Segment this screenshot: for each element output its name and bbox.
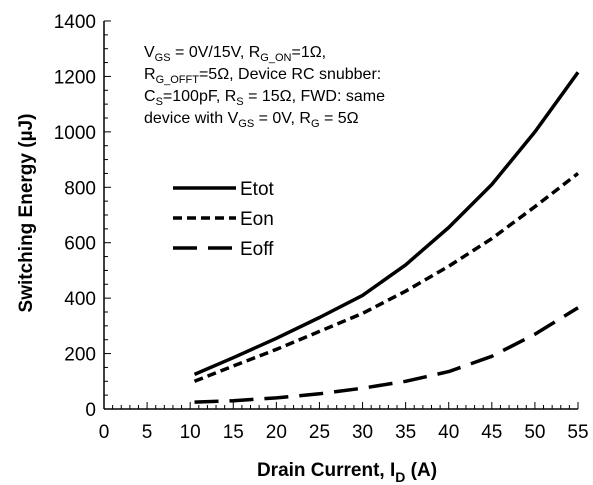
annotation-text: device with V <box>144 110 239 127</box>
annotation-text: R <box>144 66 156 83</box>
series-lines <box>193 71 580 404</box>
x-tick-label: 20 <box>266 422 287 443</box>
y-tick-label: 0 <box>85 400 96 421</box>
x-tick-label: 45 <box>481 422 502 443</box>
legend: Etot Eon Eoff <box>173 179 275 260</box>
series-line-eon <box>193 172 580 383</box>
x-tick-label: 55 <box>567 422 588 443</box>
test-conditions-annotation: VGS = 0V/15V, RG_ON=1Ω, RG_OFFT=5Ω, Devic… <box>144 44 385 130</box>
y-tick-label: 600 <box>64 234 96 255</box>
x-axis-title-main: Drain Current, I <box>257 460 395 481</box>
y-tick-label: 1400 <box>54 12 96 33</box>
annotation-text: =100pF, R <box>163 88 236 105</box>
annotation-subscript: GS <box>238 118 254 130</box>
annotation-text: = 0V, R <box>254 110 311 127</box>
annotation-text: C <box>144 88 156 105</box>
y-tick-label: 200 <box>64 345 96 366</box>
x-tick-label: 35 <box>395 422 416 443</box>
x-axis-title-tail: (A) <box>405 460 437 481</box>
series-line-eoff <box>194 306 579 404</box>
x-tick-label: 10 <box>180 422 201 443</box>
x-tick-label: 40 <box>438 422 459 443</box>
x-axis-ticks: 0 5 10 15 20 25 30 35 40 45 50 55 <box>99 402 589 443</box>
x-tick-label: 15 <box>223 422 244 443</box>
annotation-text: =1Ω, <box>291 44 326 61</box>
annotation-subscript: GS <box>155 52 171 64</box>
legend-label-eoff: Eoff <box>240 239 274 260</box>
annotation-subscript: S <box>236 96 243 108</box>
x-tick-label: 0 <box>99 422 110 443</box>
x-tick-label: 30 <box>352 422 373 443</box>
x-tick-label: 50 <box>524 422 545 443</box>
x-tick-label: 5 <box>142 422 153 443</box>
y-axis-title: Switching Energy (µJ) <box>16 114 37 313</box>
y-tick-label: 1200 <box>54 67 96 88</box>
annotation-subscript: G_ON <box>260 52 291 64</box>
annotation-text: V <box>144 44 155 61</box>
legend-label-etot: Etot <box>240 179 275 200</box>
annotation-subscript: S <box>156 96 163 108</box>
x-tick-label: 25 <box>309 422 330 443</box>
annotation-text: = 5Ω <box>320 110 359 127</box>
y-tick-label: 400 <box>64 289 96 310</box>
x-axis-title: Drain Current, ID (A) <box>257 460 437 485</box>
annotation-subscript: G <box>311 118 320 130</box>
y-tick-label: 1000 <box>54 123 96 144</box>
y-axis-ticks: 0 200 400 600 800 1000 1200 1400 <box>54 12 111 421</box>
annotation-text: = 15Ω, FWD: same <box>244 88 385 105</box>
x-axis-title-sub: D <box>395 469 405 485</box>
legend-label-eon: Eon <box>240 209 274 230</box>
annotation-text: =5Ω, Device RC snubber: <box>199 66 381 83</box>
series-line-etot <box>193 71 580 377</box>
annotation-text: = 0V/15V, R <box>171 44 261 61</box>
y-tick-label: 800 <box>64 178 96 199</box>
annotation-subscript: G_OFFT <box>156 74 200 86</box>
